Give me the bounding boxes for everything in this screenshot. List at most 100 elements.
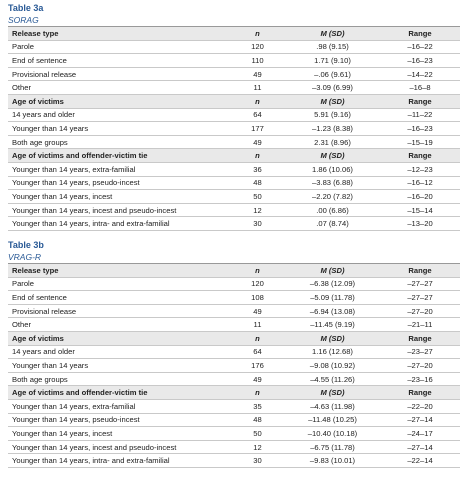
header-cell: Range	[380, 148, 460, 163]
table-cell: –16–20	[380, 189, 460, 204]
header-cell: Age of victims	[8, 331, 230, 346]
table-cell: –21–11	[380, 317, 460, 332]
header-cell: M (SD)	[285, 148, 380, 163]
table-cell: –11.48 (10.25)	[285, 413, 380, 428]
table-cell: Other	[8, 317, 230, 332]
table-cell: 30	[230, 216, 285, 231]
table-cell: 50	[230, 426, 285, 441]
table-row: Younger than 14 years, pseudo-incest 48 –1…	[8, 413, 460, 428]
table-cell: Provisional release	[8, 304, 230, 319]
section-header: Age of victims and offender-victim tie n M…	[8, 385, 460, 400]
table-row: Provisional release 49 –6.94 (13.08) –27–20	[8, 304, 460, 319]
table-row: End of sentence 108 –5.09 (11.78) –27–27	[8, 290, 460, 305]
header-cell: Range	[380, 26, 460, 41]
table-cell: Younger than 14 years, intra- and extra-…	[8, 216, 230, 231]
table-cell: 110	[230, 53, 285, 68]
table-cell: Younger than 14 years, intra- and extra-…	[8, 453, 230, 468]
table-cell: –16–8	[380, 80, 460, 95]
table-cell: .07 (8.74)	[285, 216, 380, 231]
table-cell: –4.63 (11.98)	[285, 399, 380, 414]
table-cell: –23–16	[380, 372, 460, 387]
header-cell: Age of victims and offender-victim tie	[8, 148, 230, 163]
table-row: Younger than 14 years, pseudo-incest 48 –3…	[8, 176, 460, 191]
section-header: Age of victims n M (SD) Range	[8, 331, 460, 346]
table-cell: Both age groups	[8, 135, 230, 150]
table-cell: –16–23	[380, 53, 460, 68]
table-cell: 1.71 (9.10)	[285, 53, 380, 68]
table-cell: 1.86 (10.06)	[285, 162, 380, 177]
table-row: Other 11 –11.45 (9.19) –21–11	[8, 317, 460, 332]
table-cell: –16–23	[380, 121, 460, 136]
data-table: Release type n M (SD) Range Parole 120.98 (9.…	[8, 26, 460, 231]
table-cell: –15–19	[380, 135, 460, 150]
table-cell: Younger than 14 years	[8, 358, 230, 373]
table-cell: –27–27	[380, 277, 460, 292]
header-cell: n	[230, 331, 285, 346]
table-cell: –6.94 (13.08)	[285, 304, 380, 319]
header-cell: Release type	[8, 26, 230, 41]
table-row: Younger than 14 years 177 –1.23 (8.38) –16–…	[8, 121, 460, 136]
header-cell: Range	[380, 263, 460, 278]
table-cell: –15–14	[380, 203, 460, 218]
table-row: Parole 120.98 (9.15) –16–22	[8, 40, 460, 55]
section-header: Release type n M (SD) Range	[8, 263, 460, 278]
table-cell: .98 (9.15)	[285, 40, 380, 55]
table-cell: –10.40 (10.18)	[285, 426, 380, 441]
table-cell: –16–22	[380, 40, 460, 55]
table-cell: –11.45 (9.19)	[285, 317, 380, 332]
table-cell: –22–14	[380, 453, 460, 468]
section-header: Age of victims and offender-victim tie n M…	[8, 148, 460, 163]
table-cell: 14 years and older	[8, 108, 230, 123]
header-cell: Age of victims	[8, 94, 230, 109]
table-cell: –9.83 (10.01)	[285, 453, 380, 468]
table-cell: 120	[230, 277, 285, 292]
table-subtitle: VRAG-R	[8, 252, 42, 262]
table-cell: 1.16 (12.68)	[285, 345, 380, 360]
table-cell: Provisional release	[8, 67, 230, 82]
table-row: Younger than 14 years, incest and pseudo…	[8, 440, 460, 455]
table-cell: End of sentence	[8, 290, 230, 305]
table-subtitle: SORAG	[8, 15, 39, 25]
table-cell: –27–14	[380, 440, 460, 455]
table-cell: Younger than 14 years, incest	[8, 189, 230, 204]
table-cell: 64	[230, 345, 285, 360]
table-cell: –16–12	[380, 176, 460, 191]
header-cell: n	[230, 94, 285, 109]
table-cell: Younger than 14 years, pseudo-incest	[8, 176, 230, 191]
table-cell: 12	[230, 440, 285, 455]
table-cell: Younger than 14 years, incest and pseudo…	[8, 440, 230, 455]
table-row: Younger than 14 years, incest 50 –2.20 (7.…	[8, 189, 460, 204]
table-cell: –3.83 (6.88)	[285, 176, 380, 191]
table-cell: –5.09 (11.78)	[285, 290, 380, 305]
table-cell: Younger than 14 years, incest	[8, 426, 230, 441]
table-cell: 176	[230, 358, 285, 373]
table-cell: Younger than 14 years	[8, 121, 230, 136]
header-cell: M (SD)	[285, 26, 380, 41]
table-block: Table 3a SORAG Release type n M (SD) Range Par…	[8, 3, 460, 231]
header-cell: n	[230, 263, 285, 278]
table-cell: Parole	[8, 277, 230, 292]
table-cell: 30	[230, 453, 285, 468]
table-row: Provisional release 49 –.06 (9.61) –14–22	[8, 67, 460, 82]
table-cell: Younger than 14 years, incest and pseudo…	[8, 203, 230, 218]
header-cell: M (SD)	[285, 385, 380, 400]
table-cell: –13–20	[380, 216, 460, 231]
table-row: 14 years and older 64 5.91 (9.16) –11–22	[8, 108, 460, 123]
table-cell: –12–23	[380, 162, 460, 177]
table-cell: –14–22	[380, 67, 460, 82]
table-cell: –6.75 (11.78)	[285, 440, 380, 455]
section-header: Age of victims n M (SD) Range	[8, 94, 460, 109]
table-row: Younger than 14 years, extra-familial 36 1…	[8, 162, 460, 177]
table-title: Table 3a	[8, 3, 44, 13]
table-cell: End of sentence	[8, 53, 230, 68]
table-cell: –23–27	[380, 345, 460, 360]
header-cell: Range	[380, 385, 460, 400]
table-cell: –24–17	[380, 426, 460, 441]
table-cell: 14 years and older	[8, 345, 230, 360]
table-cell: 48	[230, 176, 285, 191]
table-cell: 50	[230, 189, 285, 204]
table-cell: –27–20	[380, 358, 460, 373]
table-cell: Younger than 14 years, extra-familial	[8, 162, 230, 177]
table-cell: –27–27	[380, 290, 460, 305]
table-row: 14 years and older 64 1.16 (12.68) –23–27	[8, 345, 460, 360]
